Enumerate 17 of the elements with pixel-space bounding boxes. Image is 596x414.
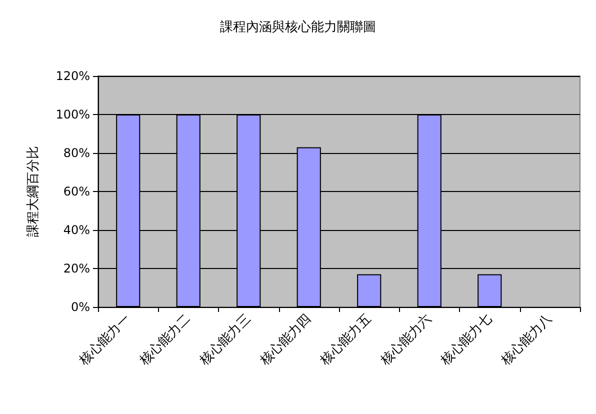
- x-tick-label: 核心能力八: [497, 310, 556, 369]
- chart-title: 課程內涵與核心能力關聯圖: [220, 19, 376, 35]
- x-tick-label: 核心能力七: [436, 310, 495, 369]
- y-tick-label: 80%: [63, 146, 90, 160]
- x-tick-label: 核心能力五: [316, 310, 374, 369]
- bar: [478, 274, 502, 307]
- x-tick-label: 核心能力六: [376, 310, 435, 369]
- y-tick-label: 120%: [56, 69, 90, 83]
- y-tick-label: 60%: [63, 184, 90, 198]
- y-tick-label: 20%: [63, 262, 90, 276]
- y-tick-label: 40%: [63, 223, 90, 237]
- y-tick-label: 100%: [56, 108, 90, 122]
- x-tick-label: 核心能力四: [256, 310, 314, 369]
- x-tick-label: 核心能力三: [196, 310, 254, 369]
- bar: [357, 274, 382, 307]
- x-tick-label: 核心能力二: [136, 310, 194, 369]
- y-axis-title: 課程大綱百分比: [26, 146, 41, 237]
